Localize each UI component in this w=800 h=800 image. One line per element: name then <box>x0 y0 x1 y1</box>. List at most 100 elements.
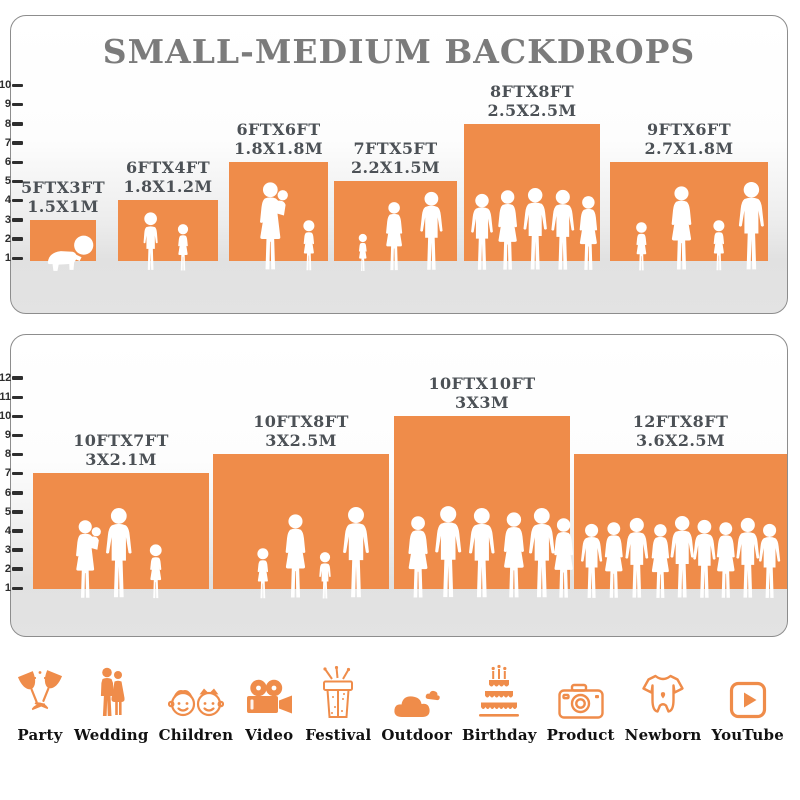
wedding-icon <box>95 666 127 720</box>
ruler-tick <box>12 491 23 495</box>
birthday-icon <box>476 664 522 720</box>
category-item-product: Product <box>547 662 615 744</box>
ruler-tick <box>12 160 23 164</box>
size-label-ft: 6FTX6FT <box>236 120 321 139</box>
page-title: SMALL-MEDIUM BACKDROPS <box>102 32 696 71</box>
product-icon <box>557 682 605 720</box>
ruler-tick <box>12 141 23 145</box>
category-item-newborn: Newborn <box>625 662 702 744</box>
category-icon-box <box>640 662 686 720</box>
youtube-icon <box>728 680 768 720</box>
size-label-m: 1.5X1M <box>27 196 99 216</box>
ruler-number: 3 <box>4 543 11 556</box>
size-label-ft: 6FTX4FT <box>125 158 210 178</box>
person-silhouette-girl <box>297 219 321 273</box>
category-label: Children <box>158 726 234 744</box>
category-label: Birthday <box>462 726 537 744</box>
category-label: YouTube <box>711 726 784 744</box>
category-item-youtube: YouTube <box>712 662 784 744</box>
category-item-festival: Festival <box>305 662 371 744</box>
person-silhouette-girl <box>630 221 653 273</box>
category-row: Party Wedding Children Video Festival Outdoor… <box>0 662 800 744</box>
category-icon-box <box>476 662 522 720</box>
category-item-birthday: Birthday <box>462 662 537 744</box>
category-item-party: Party <box>16 662 64 744</box>
category-label: Wedding <box>73 726 149 744</box>
ruler-number: 10 <box>0 79 12 92</box>
person-silhouette-man <box>100 507 138 601</box>
ruler-number: 2 <box>4 232 11 245</box>
category-icon-box <box>728 662 768 720</box>
panel-bottom: 12 11 10 9 8 7 6 5 4 3 2 1 10FTX7FT 3X2.1M 10FTX8FT 3X2… <box>0 334 788 637</box>
size-label-m: 3X2.5M <box>265 431 337 451</box>
ruler-tick <box>12 510 23 514</box>
backdrop-size-label: 8FTX8FT 2.5X2.5M <box>437 82 627 120</box>
ruler-number: 9 <box>4 98 11 111</box>
person-silhouette-baby <box>38 231 101 273</box>
ruler-number: 8 <box>4 117 11 130</box>
category-icon-box <box>95 662 127 720</box>
person-silhouette-man <box>337 506 375 601</box>
size-label-m: 1.8X1.8M <box>234 139 323 158</box>
video-icon <box>243 678 295 720</box>
ruler-number: 5 <box>4 175 11 188</box>
festival-icon <box>315 666 361 720</box>
size-label-ft: 10FTX7FT <box>73 431 169 451</box>
size-label-ft: 5FTX3FT <box>20 177 105 197</box>
ruler-number: 4 <box>4 524 11 537</box>
ruler-tick <box>12 452 23 457</box>
ruler-tick <box>12 567 23 571</box>
person-silhouette-man <box>754 523 785 601</box>
size-label-ft: 9FTX6FT <box>646 120 731 139</box>
backdrop-bar <box>118 200 218 261</box>
person-silhouette-girl <box>251 547 275 601</box>
backdrop-size-label: 12FTX8FT 3.6X2.5M <box>586 412 776 450</box>
ruler-tick <box>12 471 23 476</box>
person-silhouette-girl <box>707 219 731 273</box>
ruler-number: 7 <box>4 467 11 480</box>
ruler-number: 11 <box>0 391 11 403</box>
size-label-m: 2.2X1.5M <box>351 158 440 178</box>
person-silhouette-boy <box>314 551 336 601</box>
newborn-icon <box>640 672 686 720</box>
ruler-tick <box>12 218 23 222</box>
person-silhouette-girl <box>172 223 194 273</box>
ruler-number: 9 <box>4 429 11 442</box>
person-silhouette-girl <box>354 233 372 273</box>
ruler-number: 10 <box>0 410 12 423</box>
category-icon-box <box>243 662 295 720</box>
category-item-children: Children <box>159 662 234 744</box>
category-label: Product <box>546 726 615 744</box>
ruler-tick <box>12 548 23 552</box>
ruler-tick <box>12 122 23 126</box>
category-item-wedding: Wedding <box>74 662 149 744</box>
size-label-ft: 12FTX8FT <box>632 412 729 432</box>
category-item-video: Video <box>243 662 295 744</box>
person-silhouette-man <box>429 505 467 601</box>
person-silhouette-woman <box>277 513 314 601</box>
size-label-ft: 10FTX8FT <box>253 412 349 432</box>
person-silhouette-woman <box>572 195 605 273</box>
person-silhouette-woman <box>663 185 700 273</box>
category-icon-box <box>391 662 443 720</box>
category-icon-box <box>16 662 64 720</box>
ruler-number: 12 <box>0 371 12 384</box>
ruler-number: 6 <box>4 486 11 499</box>
size-label-ft: 7FTX5FT <box>353 139 438 159</box>
panel-top: SMALL-MEDIUM BACKDROPS 10 9 8 7 6 5 4 3 2 1 5FTX3F… <box>0 15 788 314</box>
ruler-number: 2 <box>4 562 11 575</box>
backdrop-size-label: 9FTX6FT 2.7X1.8M <box>594 120 784 158</box>
backdrop-size-label: 10FTX7FT 3X2.1M <box>26 431 216 469</box>
ruler-tick <box>12 198 23 203</box>
category-label: Newborn <box>624 726 702 744</box>
ruler-tick <box>12 179 23 184</box>
size-label-m: 1.8X1.2M <box>123 177 213 197</box>
party-icon <box>16 668 64 720</box>
ruler-tick <box>12 529 23 533</box>
category-label: Festival <box>305 726 372 744</box>
size-label-m: 2.5X2.5M <box>487 100 577 120</box>
outdoor-icon <box>391 686 443 720</box>
size-label-m: 3X2.1M <box>85 450 157 470</box>
category-icon-box <box>315 662 361 720</box>
size-label-m: 2.7X1.8M <box>644 139 734 158</box>
